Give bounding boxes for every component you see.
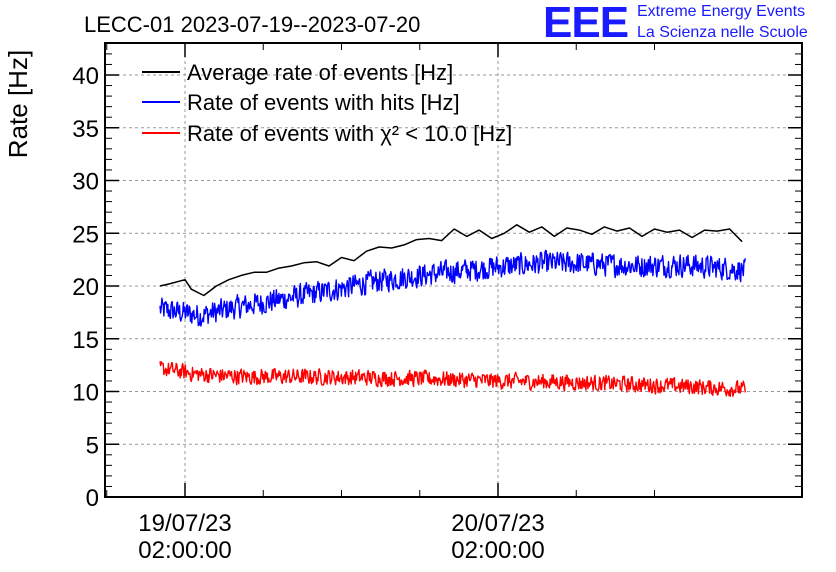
y-tick-label: 10 (72, 380, 99, 407)
y-tick-label: 20 (72, 274, 99, 301)
plot-frame (104, 42, 803, 498)
eee-logo: EEE (543, 0, 629, 47)
x-tick-label-date: 20/07/23 (451, 510, 544, 537)
logo-subtitle-1: Extreme Energy Events (637, 3, 806, 20)
legend-label-chi2: Rate of events with χ² < 10.0 [Hz] (187, 121, 512, 146)
logo-subtitle-2: La Scienza nelle Scuole (637, 24, 808, 41)
y-tick-label: 5 (86, 432, 99, 459)
chart-title: LECC-01 2023-07-19--2023-07-20 (84, 12, 420, 37)
grid-lines (105, 43, 802, 497)
series-line-chi2 (159, 361, 746, 397)
legend: Average rate of events [Hz] Rate of event… (142, 60, 512, 146)
y-tick-label: 15 (72, 327, 99, 354)
y-tick-label: 35 (72, 116, 99, 143)
y-tick-label: 30 (72, 169, 99, 196)
y-tick-label: 25 (72, 221, 99, 248)
series-lines (159, 224, 746, 397)
series-line-average (159, 224, 743, 297)
series-line-hits (159, 249, 746, 327)
x-tick-label-time: 02:00:00 (138, 537, 231, 564)
x-tick-label-time: 02:00:00 (451, 537, 544, 564)
y-axis-label: Rate [Hz] (3, 50, 33, 158)
x-tick-label-date: 19/07/23 (138, 510, 231, 537)
legend-label-average: Average rate of events [Hz] (187, 60, 453, 85)
legend-label-hits: Rate of events with hits [Hz] (187, 90, 460, 115)
axes: 051015202530354019/07/2302:00:0020/07/23… (72, 42, 802, 564)
y-tick-label: 40 (72, 63, 99, 90)
y-tick-label: 0 (86, 485, 99, 512)
